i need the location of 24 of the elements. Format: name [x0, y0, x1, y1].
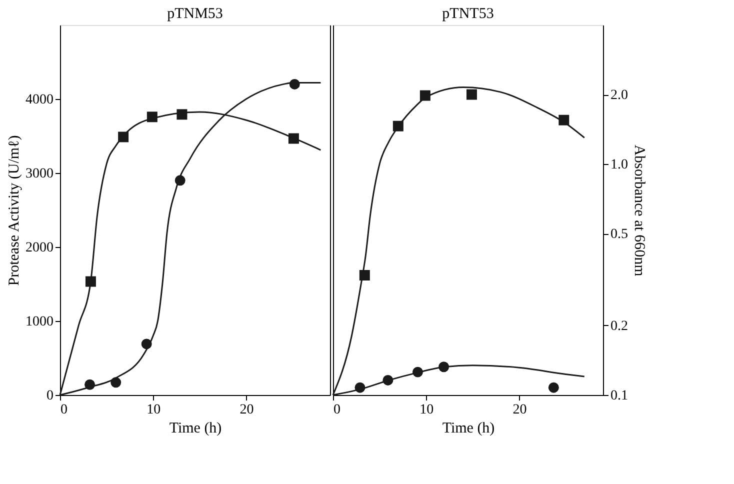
y-tick-label: 1000 [26, 314, 54, 330]
y-tick-label: 0 [46, 388, 54, 404]
y2-axis-title: Absorbance at 660nm [631, 144, 647, 277]
chart-title: pTNT53 [442, 6, 494, 22]
y-tick-label: 4000 [26, 92, 54, 108]
point [466, 89, 477, 100]
x-tick-label: 10 [420, 402, 434, 418]
x-tick-label: 0 [60, 402, 68, 418]
x-axis-title: Time (h) [169, 420, 222, 436]
x-axis-title: Time (h) [442, 420, 495, 436]
x-tick-label: 0 [334, 402, 340, 418]
x-tick-label: 20 [240, 402, 254, 418]
y2-tick-label: 1.0 [610, 158, 628, 173]
y2-tick-label: 0.1 [610, 388, 628, 404]
x-tick-label: 20 [512, 402, 527, 418]
point [548, 382, 559, 393]
y2-tick-label: 0.2 [610, 318, 628, 334]
y2-tick-label: 2.0 [610, 88, 628, 104]
y-tick-label: 2000 [26, 240, 54, 256]
chart-title: pTNM53 [167, 6, 223, 22]
y-axis-title: Protease Activity (U/mℓ) [6, 135, 22, 286]
x-tick-label: 10 [146, 402, 161, 418]
y-tick-label: 3000 [26, 166, 54, 182]
y2-tick-label: 0.5 [610, 227, 628, 242]
